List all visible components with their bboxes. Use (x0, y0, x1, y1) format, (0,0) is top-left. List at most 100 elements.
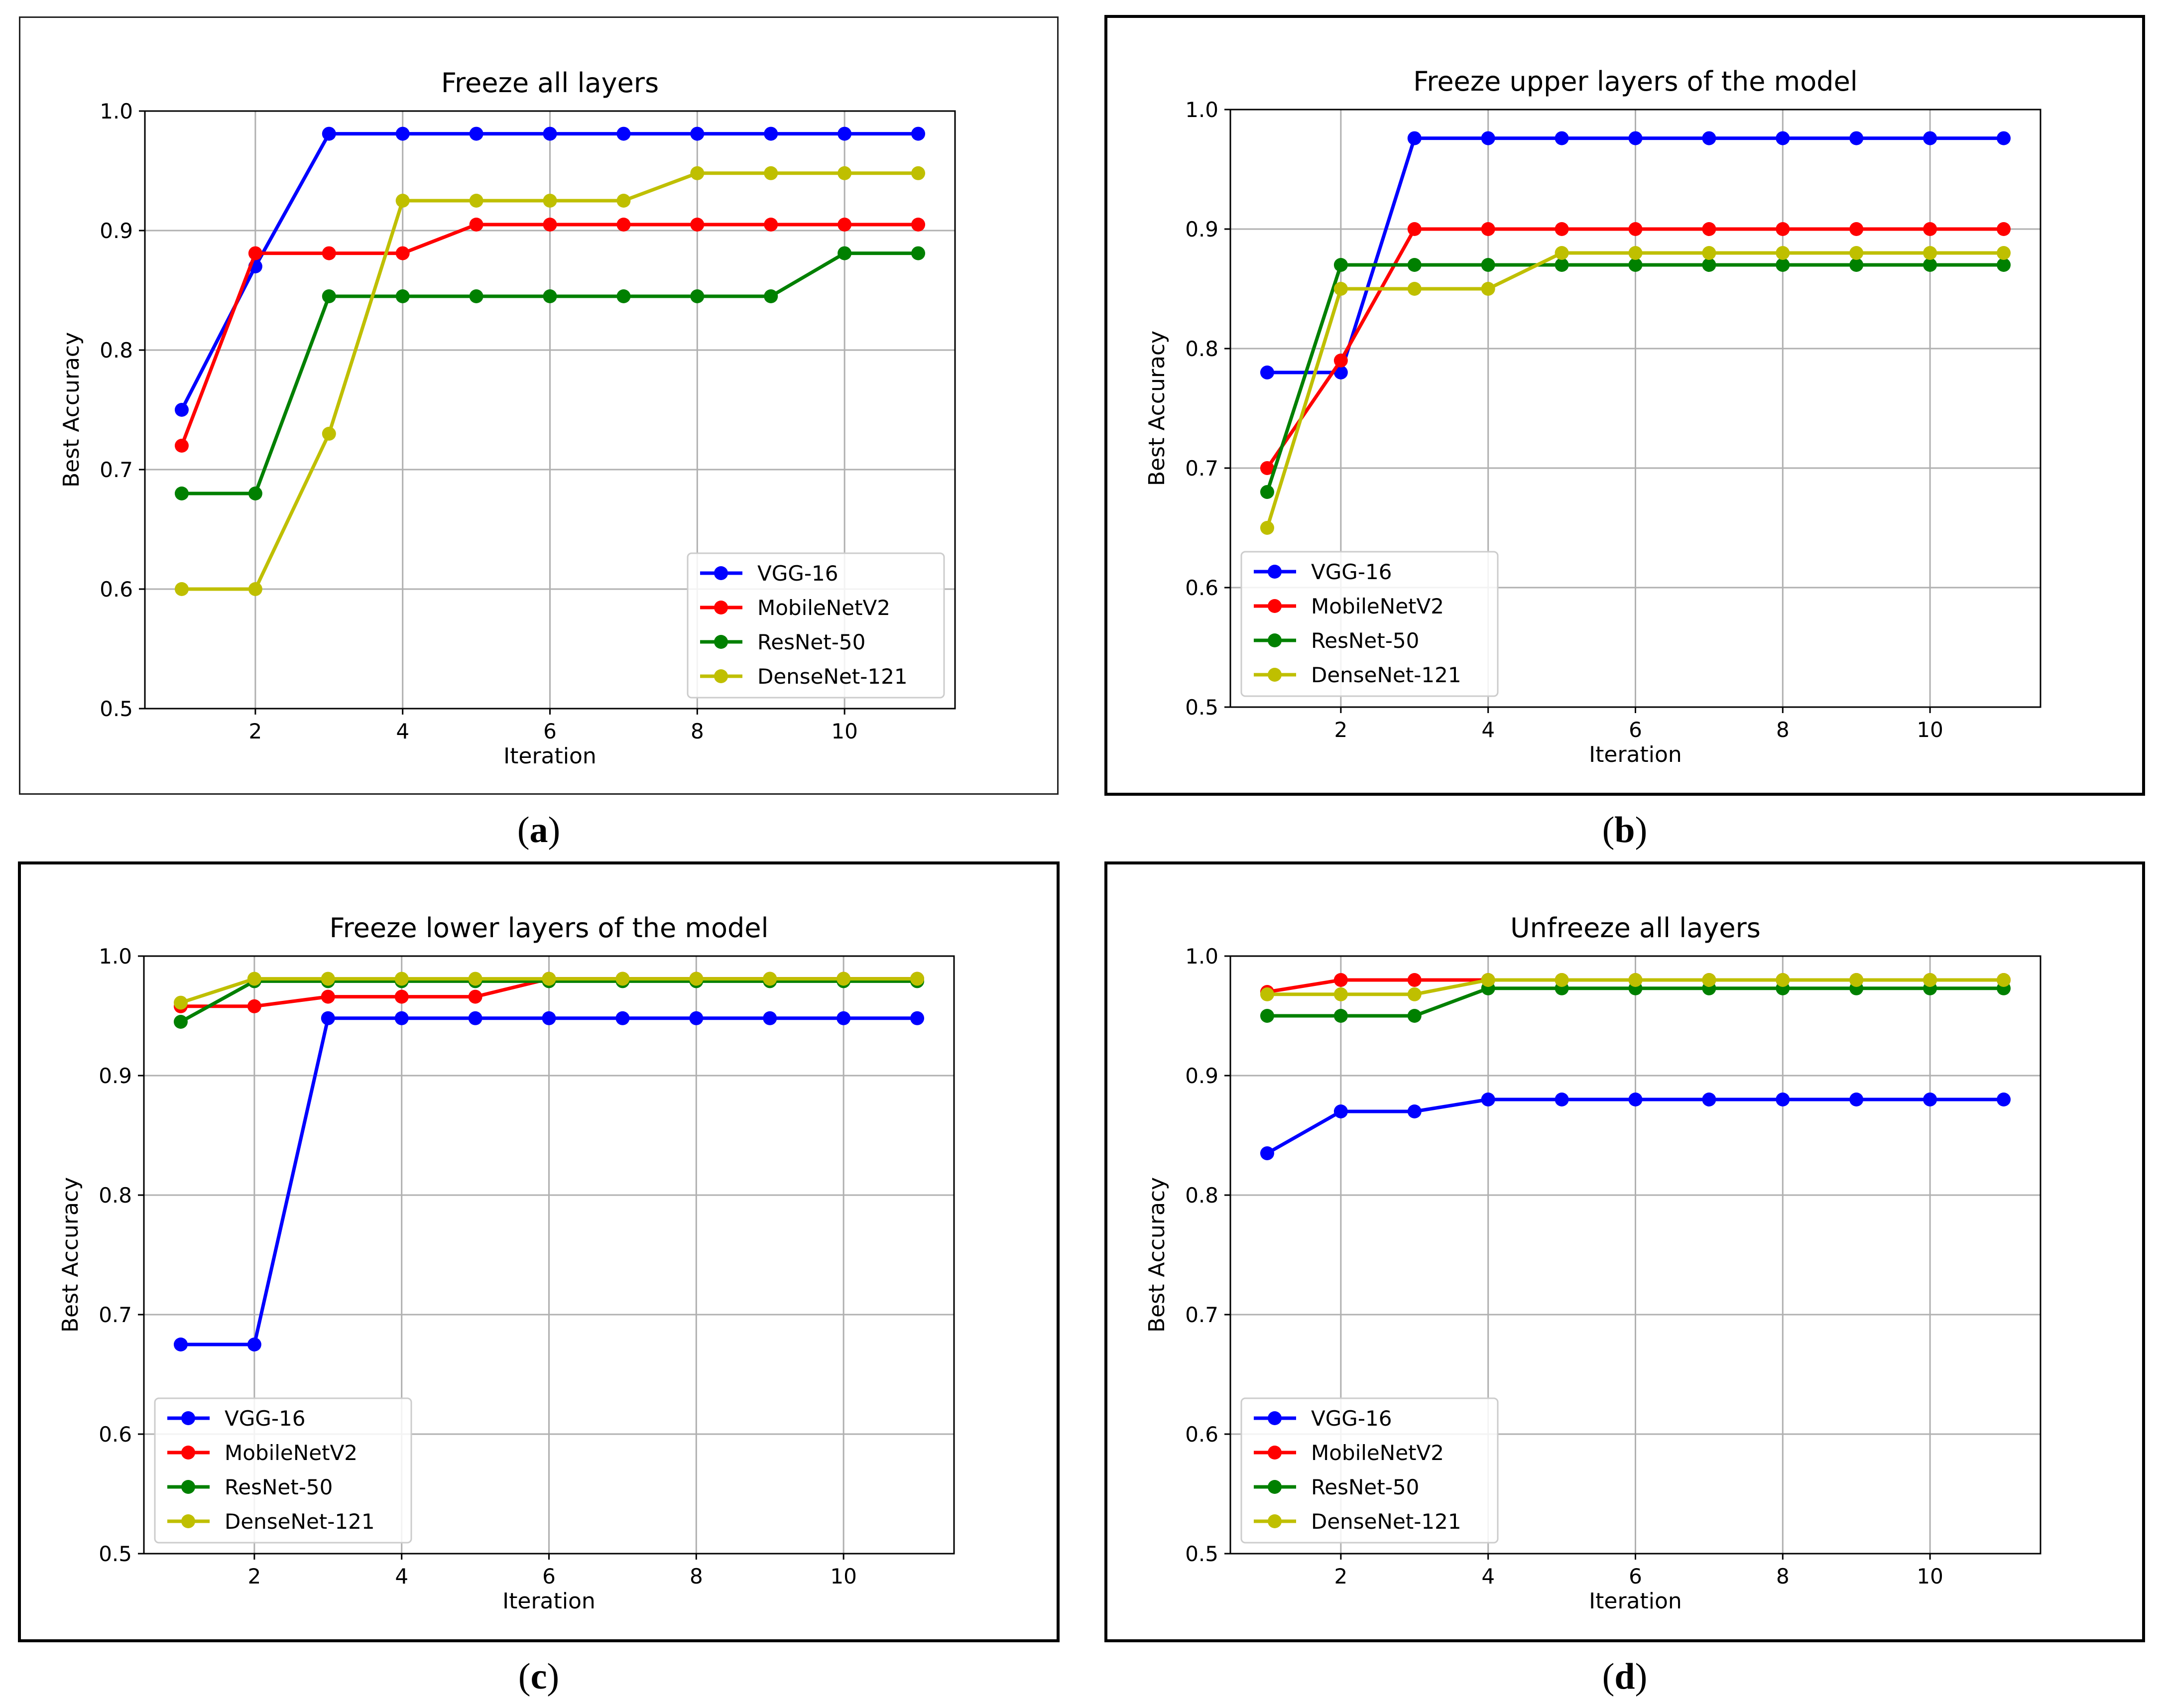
legend-label: ResNet-50 (757, 630, 865, 654)
data-point-resnet-50 (1407, 1009, 1422, 1023)
data-point-mobilenetv2 (690, 218, 705, 232)
data-point-densenet-121 (1997, 246, 2011, 260)
data-point-resnet-50 (248, 487, 262, 500)
data-point-mobilenetv2 (322, 246, 336, 260)
data-point-vgg-16 (911, 126, 926, 141)
y-tick-label: 0.8 (1185, 1183, 1218, 1208)
data-point-mobilenetv2 (469, 218, 483, 232)
data-point-vgg-16 (615, 1011, 630, 1025)
data-point-resnet-50 (543, 289, 557, 303)
legend-box (687, 552, 945, 699)
data-point-mobilenetv2 (1997, 222, 2011, 236)
data-point-densenet-121 (542, 972, 556, 986)
data-point-resnet-50 (1628, 258, 1643, 272)
data-point-mobilenetv2 (911, 218, 926, 232)
caption-d: (d) (1602, 1656, 1648, 1697)
data-point-densenet-121 (1555, 246, 1569, 260)
x-tick-label: 8 (1776, 718, 1790, 742)
data-point-vgg-16 (1260, 1146, 1274, 1160)
legend-marker (1268, 1480, 1282, 1494)
data-point-densenet-121 (1407, 282, 1422, 296)
y-tick-label: 0.9 (1185, 1064, 1218, 1088)
data-point-vgg-16 (1702, 1093, 1716, 1106)
x-tick-label: 2 (1334, 1564, 1347, 1588)
data-point-mobilenetv2 (1333, 354, 1348, 367)
data-point-densenet-121 (1407, 987, 1422, 1001)
data-point-densenet-121 (247, 972, 261, 986)
legend-marker (1268, 668, 1282, 682)
data-point-densenet-121 (1481, 973, 1495, 987)
data-point-densenet-121 (1849, 973, 1864, 987)
x-tick-label: 2 (1334, 718, 1347, 742)
legend-box (1240, 1397, 1499, 1544)
data-point-mobilenetv2 (394, 989, 409, 1004)
y-tick-label: 0.6 (99, 1422, 132, 1447)
data-point-densenet-121 (469, 194, 483, 208)
data-point-densenet-121 (1702, 246, 1716, 260)
data-point-mobilenetv2 (247, 999, 261, 1013)
data-point-vgg-16 (1333, 366, 1348, 379)
data-point-vgg-16 (1628, 1093, 1643, 1106)
data-point-mobilenetv2 (248, 246, 262, 260)
caption-c: (c) (518, 1656, 560, 1697)
y-axis-label: Best Accuracy (1144, 1177, 1170, 1333)
data-point-vgg-16 (173, 1338, 188, 1351)
data-point-vgg-16 (690, 126, 705, 141)
y-tick-label: 0.7 (1185, 456, 1218, 481)
data-point-vgg-16 (1260, 366, 1274, 379)
y-axis-label: Best Accuracy (58, 1177, 83, 1333)
x-tick-label: 8 (691, 719, 704, 743)
data-point-vgg-16 (689, 1011, 704, 1025)
legend-marker (1268, 1411, 1282, 1425)
data-point-densenet-121 (910, 972, 925, 986)
x-tick-label: 4 (1481, 718, 1495, 742)
data-point-densenet-121 (173, 995, 188, 1010)
y-tick-label: 0.9 (100, 219, 133, 243)
data-point-mobilenetv2 (468, 989, 482, 1004)
data-point-resnet-50 (395, 289, 410, 303)
data-point-vgg-16 (1407, 1104, 1422, 1118)
x-tick-label: 8 (690, 1564, 703, 1588)
legend-label: DenseNet-121 (1311, 1509, 1461, 1534)
chart-b: 2 4 6 8 10 0.5 0.6 0.7 0.8 0.9 1.0 Freeze upper lay… (1144, 66, 2041, 767)
x-tick-label: 4 (395, 1564, 408, 1588)
data-point-resnet-50 (1481, 258, 1495, 272)
legend-marker (714, 669, 728, 683)
legend-marker (714, 566, 728, 580)
data-point-densenet-121 (838, 166, 852, 180)
data-point-densenet-121 (615, 972, 630, 986)
legend-marker (714, 635, 728, 649)
data-point-vgg-16 (543, 126, 557, 141)
data-point-densenet-121 (1555, 973, 1569, 987)
caption-b-letter: b (1614, 810, 1635, 851)
legend-marker (714, 601, 728, 614)
data-point-vgg-16 (468, 1011, 482, 1025)
caption-b: (b) (1602, 810, 1648, 851)
data-point-vgg-16 (1702, 131, 1716, 145)
legend-label: MobileNetV2 (225, 1441, 358, 1465)
data-point-resnet-50 (616, 289, 631, 303)
data-point-vgg-16 (395, 126, 410, 141)
legend-marker (1268, 599, 1282, 613)
y-axis-label: Best Accuracy (1144, 331, 1170, 486)
data-point-resnet-50 (322, 289, 336, 303)
data-point-mobilenetv2 (1555, 222, 1569, 236)
data-point-mobilenetv2 (1776, 222, 1790, 236)
caption-d-letter: d (1614, 1656, 1635, 1697)
legend-box (1240, 551, 1499, 697)
data-point-vgg-16 (1923, 131, 1937, 145)
data-point-densenet-121 (1776, 246, 1790, 260)
data-point-mobilenetv2 (1260, 461, 1274, 475)
data-point-vgg-16 (1923, 1093, 1937, 1106)
data-point-resnet-50 (1333, 1009, 1348, 1023)
data-point-densenet-121 (616, 194, 631, 208)
data-point-mobilenetv2 (174, 439, 189, 453)
x-tick-label: 6 (543, 719, 557, 743)
data-point-vgg-16 (469, 126, 483, 141)
y-tick-label: 1.0 (99, 944, 132, 969)
data-point-vgg-16 (837, 1011, 851, 1025)
data-point-densenet-121 (1260, 521, 1274, 535)
data-point-vgg-16 (1997, 1093, 2011, 1106)
data-point-resnet-50 (1997, 258, 2011, 272)
chart-title: Freeze all layers (441, 67, 659, 99)
